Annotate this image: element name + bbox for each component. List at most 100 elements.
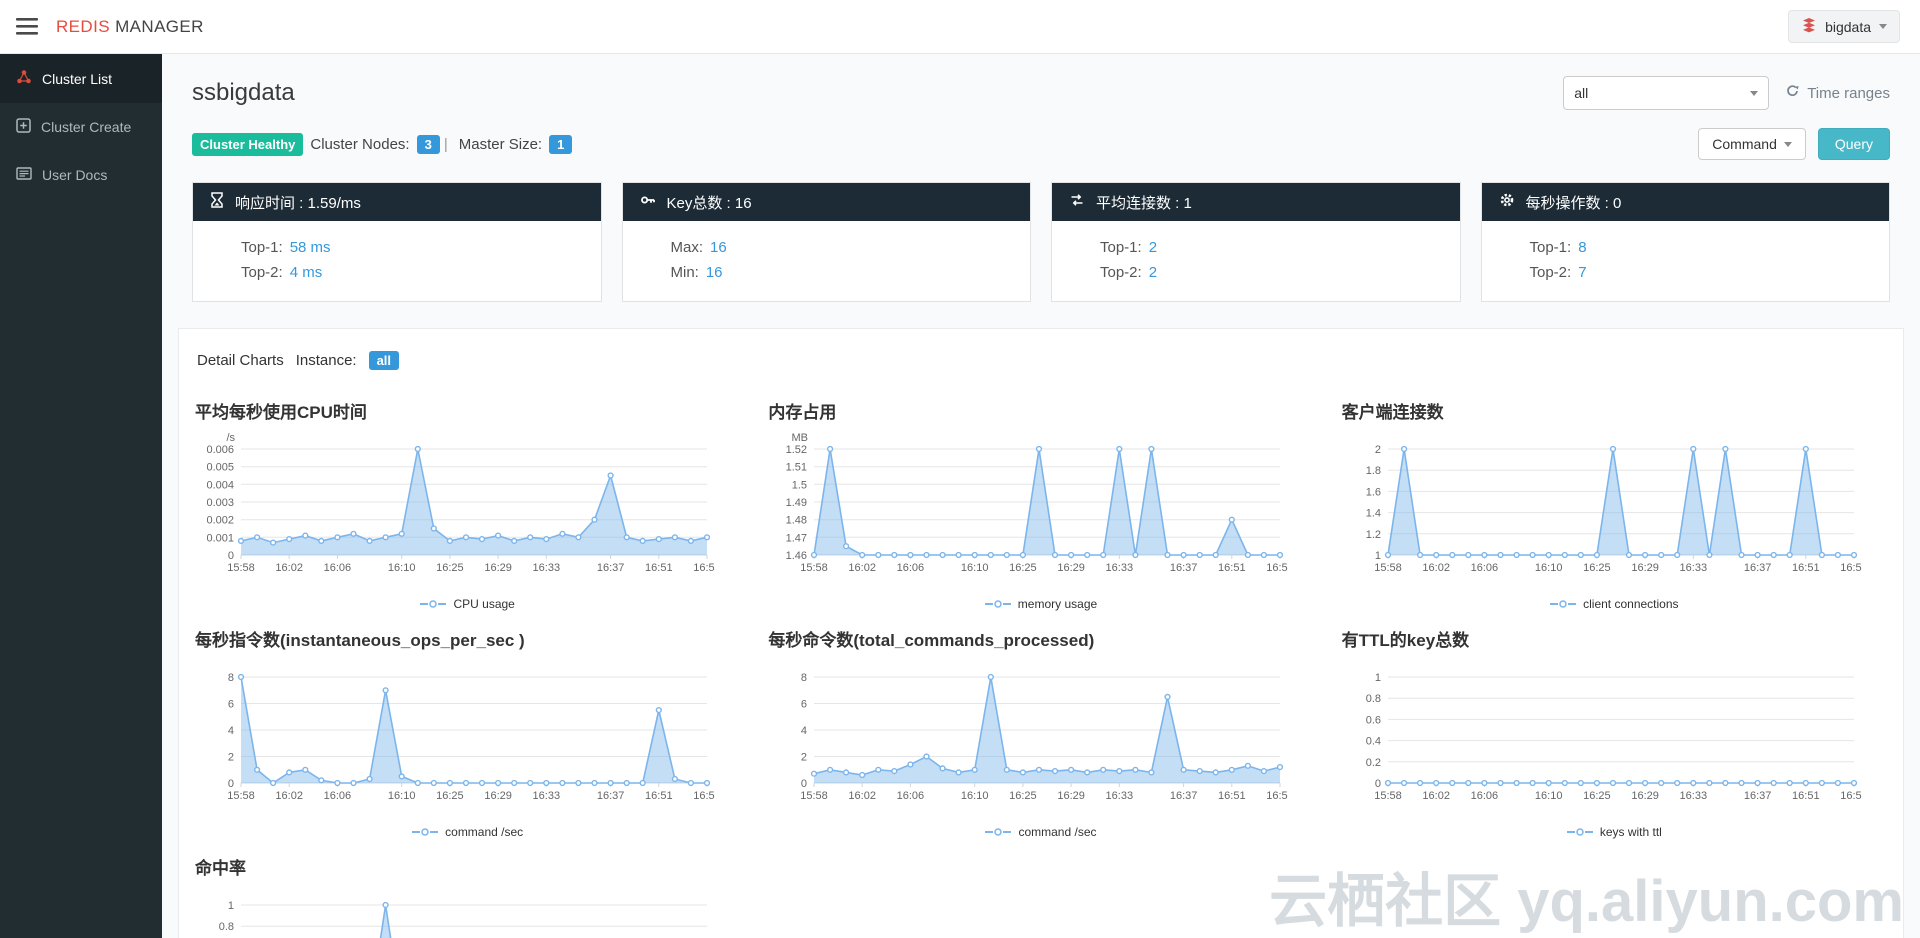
svg-text:1.5: 1.5 bbox=[792, 479, 807, 491]
query-button[interactable]: Query bbox=[1817, 128, 1890, 160]
chart-legend[interactable]: command /sec bbox=[768, 824, 1313, 840]
stat-card-title: 响应时间 : 1.59/ms bbox=[235, 194, 361, 212]
stat-card-title: Key总数 : 16 bbox=[666, 194, 752, 212]
chart-legend[interactable]: keys with ttl bbox=[1342, 824, 1887, 840]
svg-text:16:29: 16:29 bbox=[1058, 790, 1086, 802]
svg-text:16:06: 16:06 bbox=[324, 790, 352, 802]
svg-text:1.51: 1.51 bbox=[786, 462, 807, 474]
chart-legend[interactable]: memory usage bbox=[768, 596, 1313, 612]
svg-text:16:55: 16:55 bbox=[1840, 790, 1862, 802]
svg-text:15:58: 15:58 bbox=[1374, 562, 1402, 574]
legend-label: keys with ttl bbox=[1599, 825, 1662, 839]
legend-label: CPU usage bbox=[453, 597, 515, 611]
charts-grid: 平均每秒使用CPU时间 0 0.001 0.002 0.003 0.004 0.005 0.0… bbox=[195, 398, 1887, 938]
top-navbar: REDIS MANAGER bigdata bbox=[0, 0, 1920, 54]
svg-text:16:37: 16:37 bbox=[597, 790, 625, 802]
chart-plot: 1 1.2 1.4 1.6 1.8 2 15:58 16:02 16:06 16:10 16:25 1… bbox=[1365, 444, 1867, 574]
legend-label: memory usage bbox=[1017, 597, 1098, 611]
chart-plot: 0 2 4 6 8 15:58 16:02 16:06 16:10 16:25 16:29 16:33… bbox=[801, 672, 1295, 802]
svg-text:16:29: 16:29 bbox=[1631, 562, 1659, 574]
sidebar-item-cluster-list[interactable]: Cluster List bbox=[0, 54, 162, 103]
svg-text:16:55: 16:55 bbox=[693, 790, 715, 802]
chart-legend[interactable]: CPU usage bbox=[195, 596, 740, 612]
chevron-down-icon bbox=[1879, 24, 1887, 29]
svg-text:16:06: 16:06 bbox=[1470, 790, 1498, 802]
stat-row: Top-1: 2 bbox=[1100, 239, 1460, 256]
chevron-down-icon bbox=[1783, 141, 1792, 147]
user-menu-button[interactable]: bigdata bbox=[1788, 10, 1900, 43]
stat-cards-row: 响应时间 : 1.59/ms Top-1: 58 ms Top-2: 4 ms bbox=[178, 182, 1904, 302]
svg-text:16:55: 16:55 bbox=[1267, 790, 1289, 802]
chart-plot: 0 2 4 6 8 15:58 16:02 16:06 16:10 16:25 16:29 16:33… bbox=[227, 672, 721, 802]
svg-text:15:58: 15:58 bbox=[227, 562, 255, 574]
svg-text:16:02: 16:02 bbox=[275, 790, 303, 802]
svg-text:16:55: 16:55 bbox=[1267, 562, 1289, 574]
svg-text:0.006: 0.006 bbox=[206, 444, 234, 456]
svg-text:MB: MB bbox=[792, 432, 809, 444]
stat-row-value: 7 bbox=[1578, 264, 1587, 281]
stat-row: Min: 16 bbox=[671, 264, 1031, 281]
svg-text:0: 0 bbox=[1375, 778, 1381, 790]
chevron-down-icon bbox=[1750, 90, 1759, 96]
stat-row-value: 4 ms bbox=[289, 264, 323, 281]
svg-text:16:33: 16:33 bbox=[533, 562, 561, 574]
stat-row: Max: 16 bbox=[671, 239, 1031, 256]
db-stack-icon bbox=[1801, 17, 1817, 36]
stat-row-label: Top-1: bbox=[1100, 239, 1142, 256]
hamburger-icon[interactable] bbox=[16, 18, 38, 35]
svg-text:15:58: 15:58 bbox=[1374, 790, 1402, 802]
svg-text:16:10: 16:10 bbox=[961, 790, 989, 802]
chart-plot: 0 0.001 0.002 0.003 0.004 0.005 0.006/s 15:58 16… bbox=[206, 432, 720, 574]
stat-row-value: 2 bbox=[1148, 264, 1158, 281]
stat-row-value: 16 bbox=[710, 239, 727, 256]
detail-charts-title: Detail Charts bbox=[197, 352, 284, 369]
stat-row-label: Top-1: bbox=[1529, 239, 1572, 256]
range-select-value: all bbox=[1574, 85, 1589, 101]
cluster-icon bbox=[16, 69, 32, 88]
svg-text:16:10: 16:10 bbox=[388, 790, 416, 802]
svg-text:1: 1 bbox=[1375, 550, 1381, 562]
legend-label: client connections bbox=[1583, 597, 1679, 611]
svg-text:0.2: 0.2 bbox=[1365, 757, 1380, 769]
svg-text:16:10: 16:10 bbox=[388, 562, 416, 574]
chart-title: 每秒命令数(total_commands_processed) bbox=[768, 631, 1095, 650]
svg-text:16:02: 16:02 bbox=[1422, 562, 1450, 574]
svg-text:16:33: 16:33 bbox=[1679, 790, 1707, 802]
svg-text:16:29: 16:29 bbox=[484, 790, 512, 802]
legend-marker-icon bbox=[1550, 600, 1577, 608]
sidebar-item-label: Cluster Create bbox=[41, 119, 132, 135]
chart-title: 命中率 bbox=[195, 859, 246, 878]
legend-label: command /sec bbox=[445, 825, 524, 839]
chart-legend[interactable]: client connections bbox=[1342, 596, 1887, 612]
key-icon bbox=[640, 192, 656, 212]
instance-badge: all bbox=[368, 351, 400, 370]
chart-block-2: 客户端连接数 1 1.2 1.4 1.6 1.8 2 15:58 16:02 16:06 16:10… bbox=[1342, 398, 1887, 612]
range-select[interactable]: all bbox=[1563, 76, 1770, 110]
svg-text:16:25: 16:25 bbox=[436, 562, 464, 574]
stat-row-label: Top-2: bbox=[1529, 264, 1572, 281]
sidebar-item-user-docs[interactable]: User Docs bbox=[0, 151, 162, 199]
svg-text:16:37: 16:37 bbox=[1170, 562, 1198, 574]
svg-text:16:02: 16:02 bbox=[275, 562, 303, 574]
page-title: ssbigdata bbox=[192, 79, 295, 106]
svg-text:16:06: 16:06 bbox=[324, 562, 352, 574]
svg-text:16:06: 16:06 bbox=[1470, 562, 1498, 574]
svg-text:0.4: 0.4 bbox=[1365, 736, 1380, 748]
legend-marker-icon bbox=[984, 600, 1011, 608]
sidebar-item-cluster-create[interactable]: Cluster Create bbox=[0, 103, 162, 151]
time-ranges-button[interactable]: Time ranges bbox=[1785, 83, 1890, 103]
sidebar: Cluster List Cluster Create User Docs bbox=[0, 54, 162, 938]
svg-text:0.001: 0.001 bbox=[206, 532, 234, 544]
legend-label: command /sec bbox=[1018, 825, 1097, 839]
svg-text:16:25: 16:25 bbox=[1583, 790, 1611, 802]
legend-marker-icon bbox=[412, 828, 439, 836]
svg-text:1: 1 bbox=[228, 900, 234, 912]
chart-title: 平均每秒使用CPU时间 bbox=[195, 403, 367, 422]
svg-text:16:51: 16:51 bbox=[645, 562, 673, 574]
svg-text:15:58: 15:58 bbox=[227, 790, 255, 802]
stat-row-value: 16 bbox=[705, 264, 723, 281]
chart-legend[interactable]: command /sec bbox=[195, 824, 740, 840]
command-button[interactable]: Command bbox=[1698, 128, 1806, 160]
svg-text:16:51: 16:51 bbox=[1792, 790, 1820, 802]
